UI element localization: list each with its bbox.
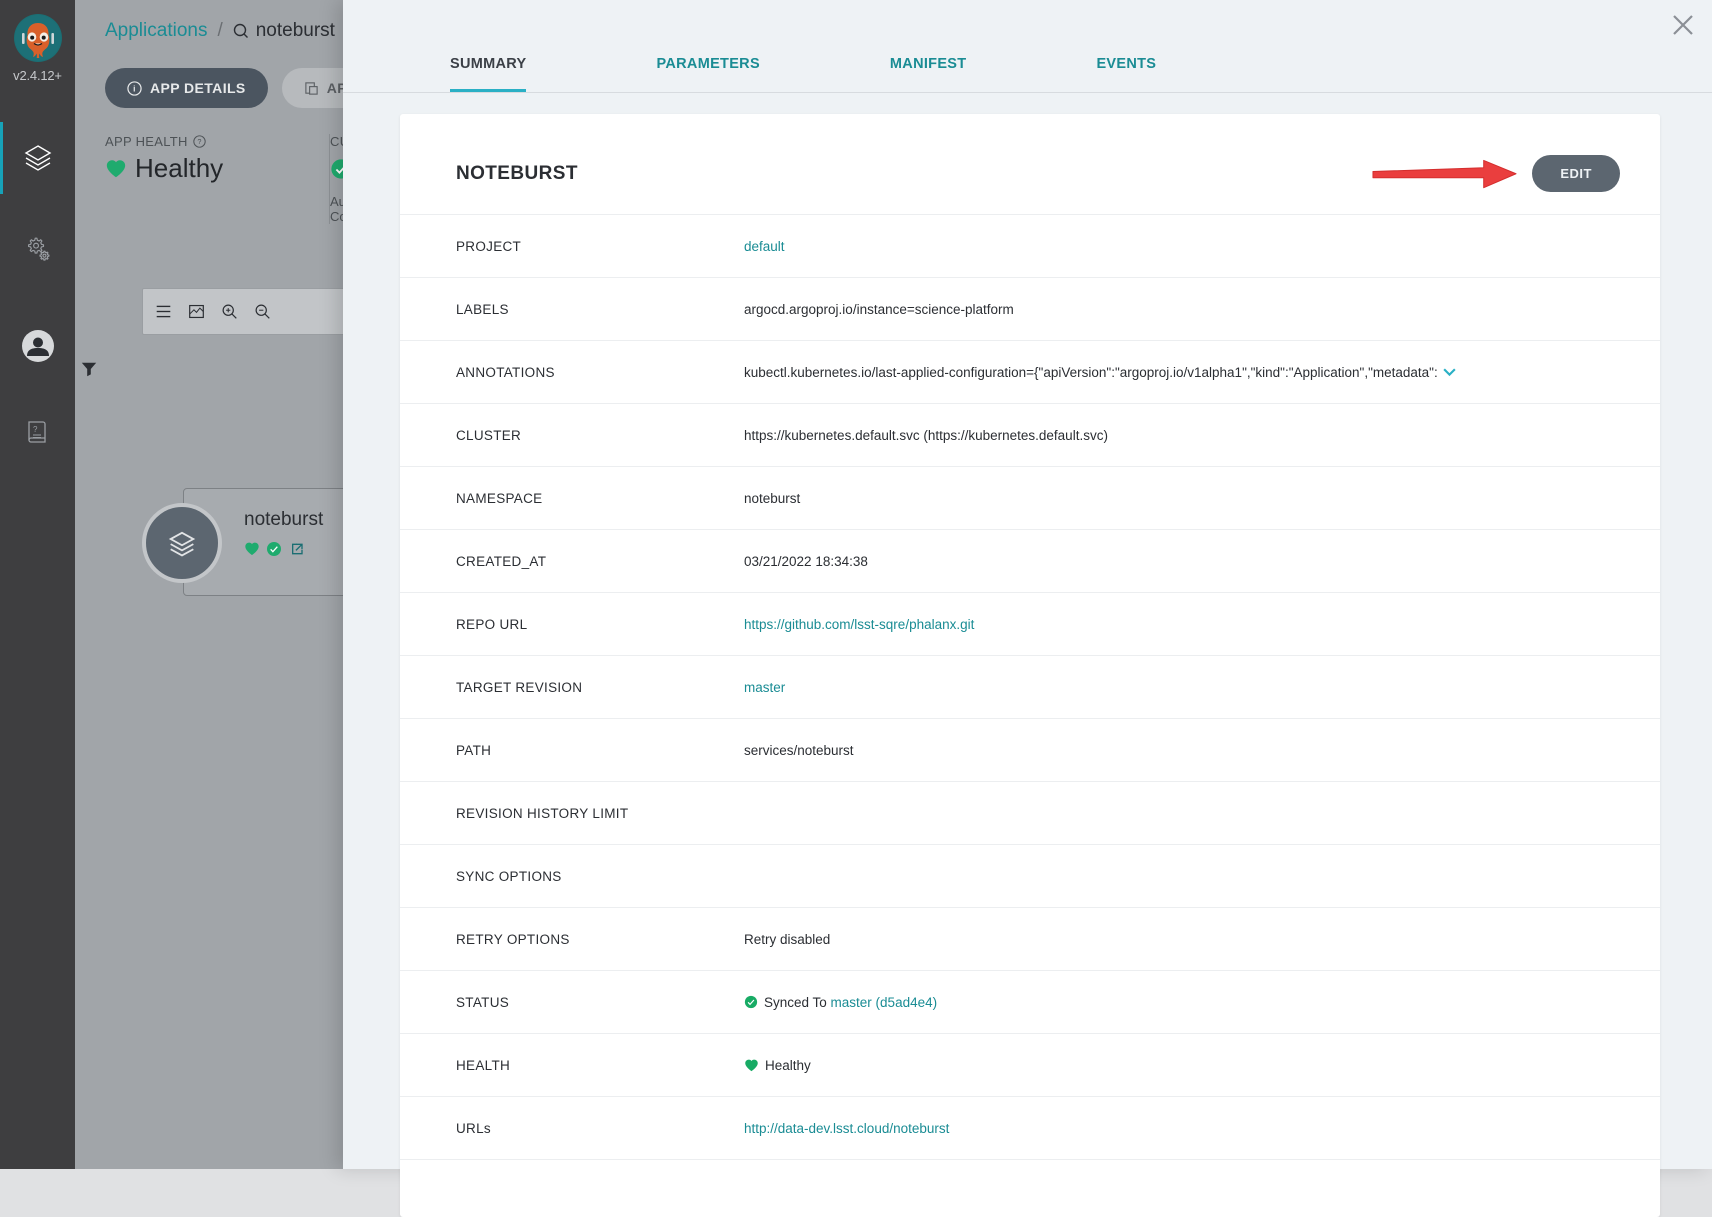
svg-text:?: ? [33, 425, 38, 434]
svg-text:?: ? [197, 137, 201, 146]
svg-text:i: i [133, 83, 136, 93]
